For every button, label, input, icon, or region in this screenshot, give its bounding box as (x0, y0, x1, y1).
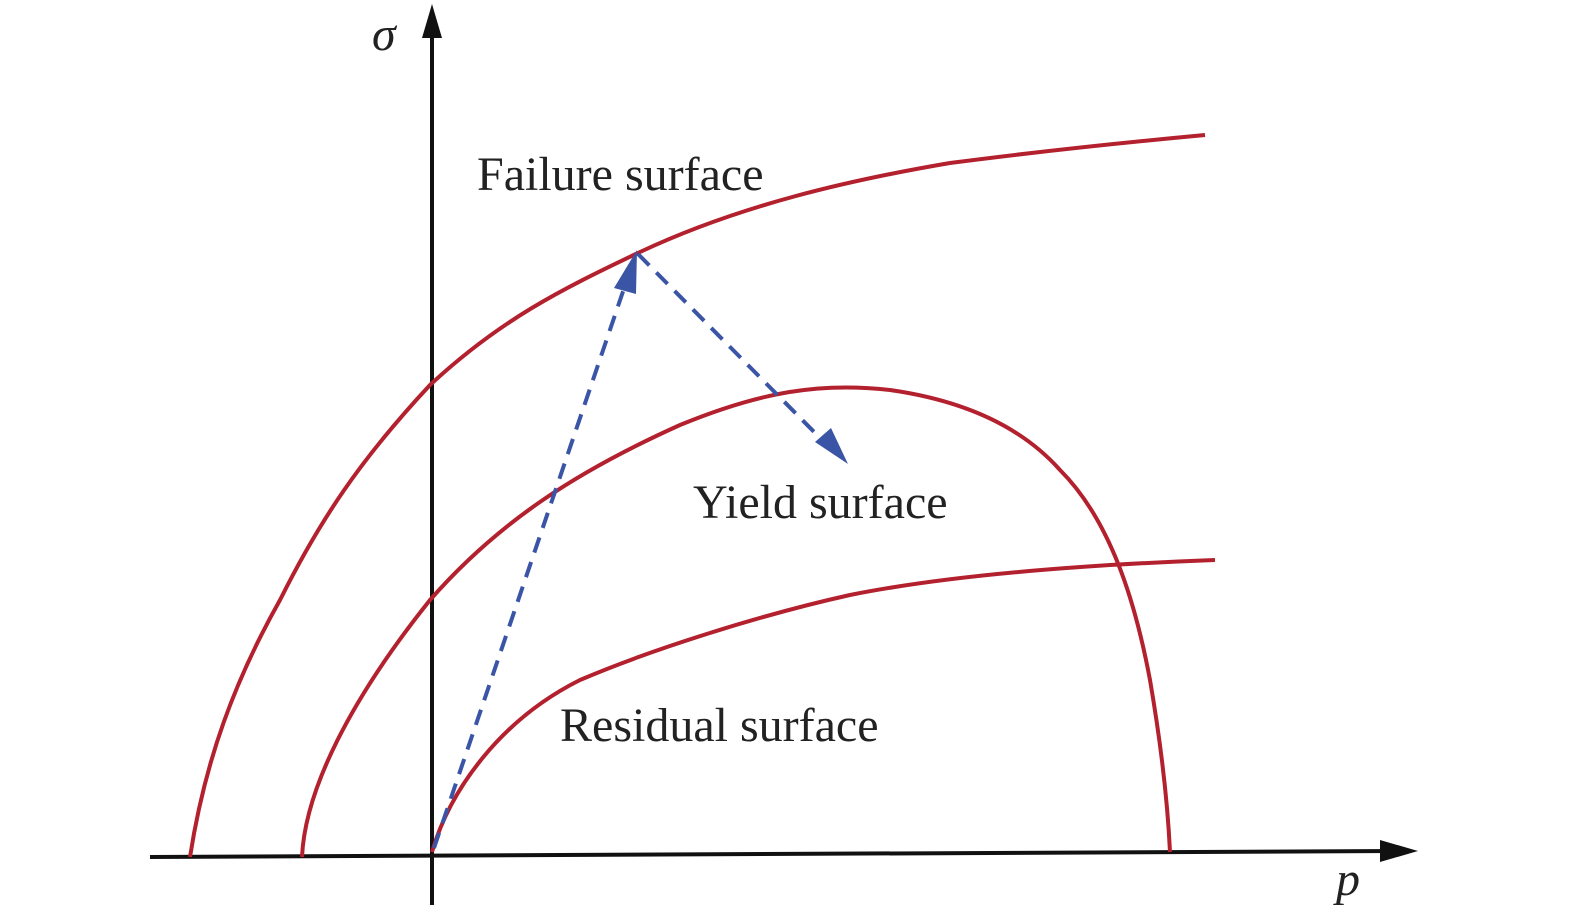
softening-arrowhead (815, 428, 848, 464)
sigma-axis-label: σ (372, 8, 398, 61)
failure-surface-label: Failure surface (477, 148, 764, 201)
p-axis-arrowhead (1380, 840, 1418, 862)
yield-surface-curve (300, 385, 1172, 858)
failure-surface-curve (188, 133, 1206, 858)
yield-surface-label: Yield surface (693, 476, 948, 529)
residual-surface-curve (430, 558, 1216, 853)
p-axis-label: p (1333, 853, 1360, 906)
p-axis (149, 846, 1397, 859)
loading-stress-path (432, 261, 635, 849)
residual-surface-label: Residual surface (560, 699, 879, 752)
softening-stress-path (636, 252, 832, 450)
sigma-axis-arrowhead (422, 4, 442, 38)
loading-arrowhead (614, 250, 637, 294)
